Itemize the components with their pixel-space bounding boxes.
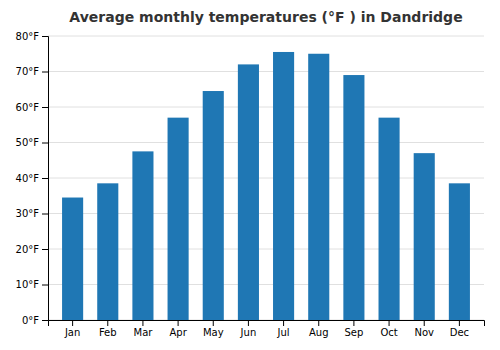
y-tick-label: 0°F xyxy=(22,315,39,326)
y-tick-label: 80°F xyxy=(16,31,40,42)
chart: 0°F 10°F 20°F 30°F 40°F 50°F 60°F 70°F 80°F Jan Fe… xyxy=(0,0,500,350)
x-tick-label: Oct xyxy=(380,327,397,338)
bar xyxy=(238,64,259,320)
y-tick: 40°F xyxy=(16,173,48,184)
y-tick-mark xyxy=(42,107,48,108)
x-axis: Jan Feb Mar Apr May Jun Jul Aug Sep Oct Nov Dec xyxy=(49,320,485,338)
x-tick-label: Mar xyxy=(133,327,153,338)
x-tick: Sep xyxy=(344,320,363,338)
x-tick-mark xyxy=(248,320,249,326)
x-tick: Aug xyxy=(309,320,329,338)
x-tick-label: Nov xyxy=(414,327,434,338)
x-tick-mark xyxy=(142,320,143,326)
grid-line xyxy=(48,71,484,72)
x-tick-label: Apr xyxy=(169,327,187,338)
y-tick: 20°F xyxy=(16,244,48,255)
bar xyxy=(62,198,83,320)
bar xyxy=(308,54,329,320)
y-tick: 30°F xyxy=(16,208,48,219)
x-tick: Jan xyxy=(64,320,80,338)
x-tick-mark xyxy=(318,320,319,326)
y-tick: 70°F xyxy=(16,66,48,77)
y-tick-label: 60°F xyxy=(16,102,40,113)
y-tick-mark xyxy=(42,249,48,250)
title: Average monthly temperatures (°F ) in Da… xyxy=(69,9,462,25)
x-tick-mark xyxy=(353,320,354,326)
bar xyxy=(379,118,400,320)
grid-line xyxy=(48,142,484,143)
plot-area: 0°F 10°F 20°F 30°F 40°F 50°F 60°F 70°F 80°F Jan Fe… xyxy=(16,31,485,338)
x-tick-mark xyxy=(283,320,284,326)
y-tick-mark xyxy=(42,36,48,37)
x-tick-label: Sep xyxy=(344,327,363,338)
y-tick-mark xyxy=(42,143,48,144)
x-tick: Jun xyxy=(240,320,257,338)
y-tick-mark xyxy=(42,72,48,73)
y-tick: 60°F xyxy=(16,102,48,113)
x-tick-label: Jun xyxy=(240,327,257,338)
y-axis: 0°F 10°F 20°F 30°F 40°F 50°F 60°F 70°F 80°F xyxy=(16,31,49,326)
bar xyxy=(168,118,189,320)
x-tick-mark xyxy=(213,320,214,326)
y-tick: 50°F xyxy=(16,137,48,148)
x-tick-mark xyxy=(424,320,425,326)
y-tick-mark xyxy=(42,320,48,321)
y-tick-mark xyxy=(42,285,48,286)
bar xyxy=(343,75,364,320)
bar xyxy=(203,91,224,320)
grid-line xyxy=(48,36,484,37)
y-axis-line xyxy=(42,37,49,321)
y-tick-mark xyxy=(42,178,48,179)
bar xyxy=(449,183,470,320)
x-tick-mark xyxy=(72,320,73,326)
x-tick: Nov xyxy=(414,320,434,338)
bar xyxy=(273,52,294,320)
x-tick: Mar xyxy=(133,320,153,338)
x-tick: Jul xyxy=(277,320,290,338)
bar xyxy=(97,183,118,320)
x-tick-label: Jan xyxy=(64,327,80,338)
x-tick: Apr xyxy=(169,320,187,338)
bar xyxy=(414,153,435,320)
x-tick-mark xyxy=(389,320,390,326)
x-tick-mark xyxy=(178,320,179,326)
x-axis-line xyxy=(49,321,485,327)
y-tick-label: 10°F xyxy=(16,279,40,290)
x-tick: Dec xyxy=(450,320,469,338)
y-tick-mark xyxy=(42,214,48,215)
x-tick-label: Dec xyxy=(450,327,469,338)
grid-line xyxy=(48,107,484,108)
x-tick-mark xyxy=(107,320,108,326)
x-tick-mark xyxy=(459,320,460,326)
y-tick: 0°F xyxy=(22,315,48,326)
x-tick: May xyxy=(203,320,224,338)
x-tick-label: May xyxy=(203,327,224,338)
y-tick-label: 40°F xyxy=(16,173,40,184)
x-tick-label: Aug xyxy=(309,327,329,338)
y-tick-label: 20°F xyxy=(16,244,40,255)
x-tick-label: Jul xyxy=(277,327,290,338)
y-tick: 10°F xyxy=(16,279,48,290)
bar xyxy=(132,151,153,320)
y-tick-label: 50°F xyxy=(16,137,40,148)
x-tick: Feb xyxy=(99,320,117,338)
y-tick: 80°F xyxy=(16,31,48,42)
x-tick: Oct xyxy=(380,320,397,338)
x-tick-label: Feb xyxy=(99,327,117,338)
y-tick-label: 70°F xyxy=(16,66,40,77)
y-tick-label: 30°F xyxy=(16,208,40,219)
bars xyxy=(62,52,470,320)
grid xyxy=(48,36,484,320)
